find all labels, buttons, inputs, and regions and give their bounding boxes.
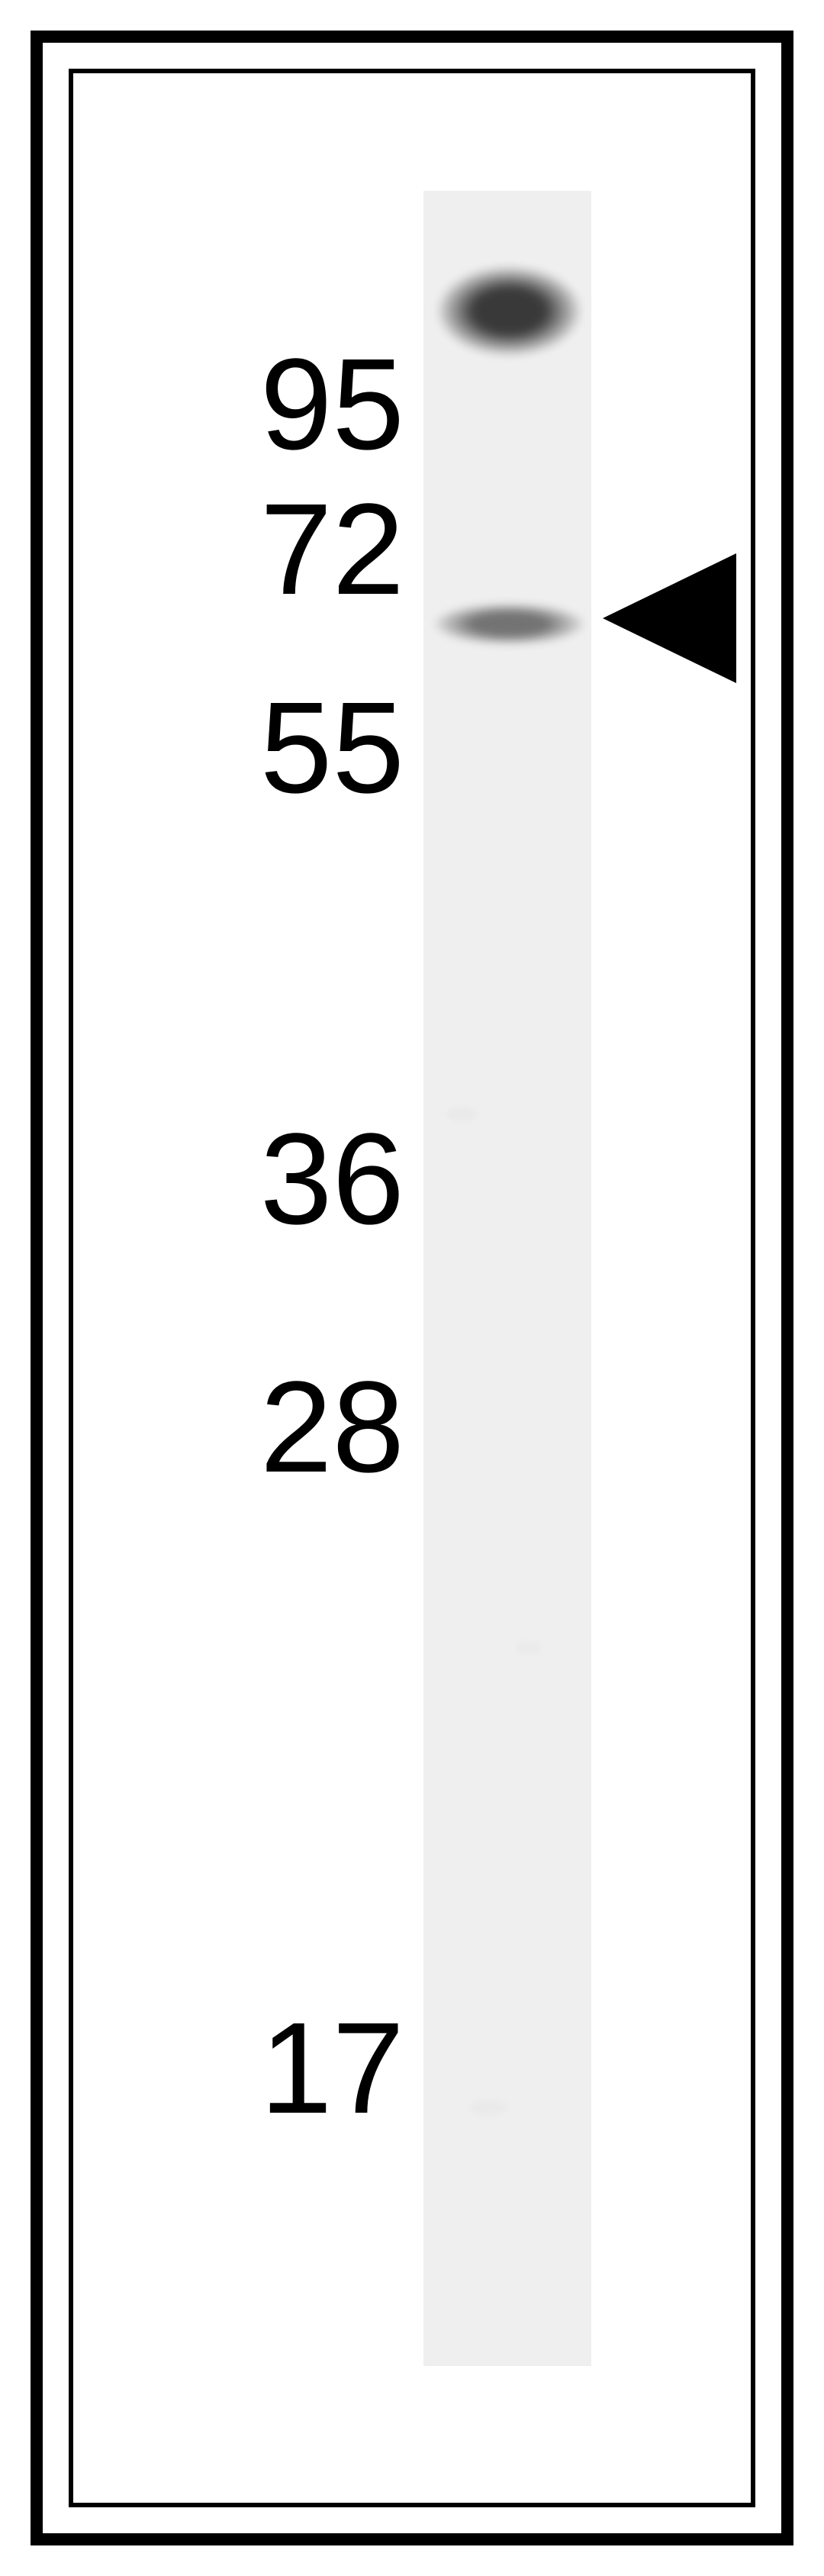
- mw-label-72: 72: [260, 485, 404, 614]
- membrane-noise: [469, 2099, 507, 2116]
- blot-lane: [423, 191, 591, 2366]
- membrane-noise: [446, 1107, 477, 1122]
- inner-border: [69, 69, 755, 2507]
- mw-label-17: 17: [260, 2004, 404, 2133]
- membrane-noise: [515, 1641, 542, 1655]
- upper-nonspecific-band: [439, 267, 580, 355]
- target-arrow-icon: [603, 553, 736, 683]
- mw-label-28: 28: [260, 1362, 404, 1492]
- mw-label-55: 55: [260, 683, 404, 813]
- mw-label-36: 36: [260, 1114, 404, 1244]
- target-band: [435, 603, 584, 645]
- mw-label-95: 95: [260, 340, 404, 469]
